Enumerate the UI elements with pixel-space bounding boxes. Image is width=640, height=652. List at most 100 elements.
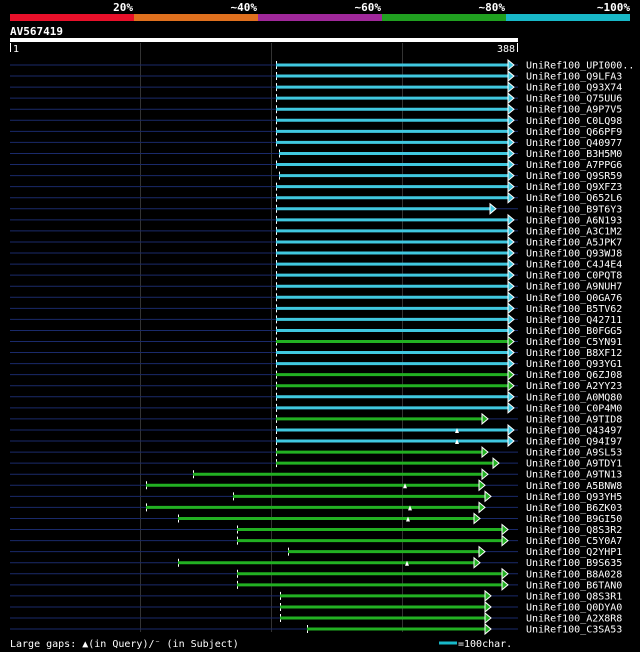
hit-row[interactable]: UniRef100_A9P7V5 [10, 103, 622, 116]
hit-label[interactable]: UniRef100_Q9LFA3 [526, 72, 622, 83]
hit-label[interactable]: UniRef100_Q9XFZ3 [526, 182, 622, 193]
hit-row[interactable]: UniRef100_B6TAN0 [10, 578, 622, 592]
hit-row[interactable]: UniRef100_B8A028 [10, 567, 622, 581]
hit-label[interactable]: UniRef100_A9NUH7 [526, 282, 622, 293]
hit-row[interactable]: UniRef100_C0P4M0 [10, 401, 622, 415]
hit-row[interactable]: UniRef100_UPI000.. [10, 58, 634, 72]
hit-row[interactable]: UniRef100_A2X8R8 [10, 611, 622, 625]
hit-label[interactable]: UniRef100_Q93YG1 [526, 359, 622, 370]
hit-label[interactable]: UniRef100_Q42711 [526, 315, 622, 326]
hit-row[interactable]: UniRef100_Q0DYA0 [10, 600, 622, 614]
hit-row[interactable]: UniRef100_Q9LFA3 [10, 69, 622, 83]
hit-row[interactable]: UniRef100_A5BNW8 [10, 479, 622, 492]
hit-row[interactable]: UniRef100_Q652L6 [10, 191, 622, 205]
hit-label[interactable]: UniRef100_Q8S3R2 [526, 525, 622, 536]
hit-row[interactable]: UniRef100_A6N193 [10, 213, 622, 227]
hit-label[interactable]: UniRef100_Q9SR59 [526, 171, 622, 182]
hit-row[interactable]: UniRef100_C5Y0A7 [10, 534, 622, 548]
hit-label[interactable]: UniRef100_C5Y0A7 [526, 536, 622, 547]
hit-row[interactable]: UniRef100_A9TDY1 [10, 457, 622, 470]
hit-label[interactable]: UniRef100_Q94I97 [526, 437, 622, 448]
hit-row[interactable]: UniRef100_B9S635 [10, 556, 622, 570]
hit-label[interactable]: UniRef100_A5JPK7 [526, 237, 622, 248]
hit-row[interactable]: UniRef100_A9TN13 [10, 468, 622, 481]
hit-label[interactable]: UniRef100_B9S635 [526, 558, 622, 569]
hit-row[interactable]: UniRef100_A5JPK7 [10, 235, 622, 249]
hit-label[interactable]: UniRef100_A2X8R8 [526, 614, 622, 625]
hit-label[interactable]: UniRef100_Q93X74 [526, 83, 622, 94]
hit-row[interactable]: UniRef100_Q93YH5 [10, 490, 622, 503]
hit-row[interactable]: UniRef100_Q2YHP1 [10, 545, 622, 559]
hit-label[interactable]: UniRef100_A2YY23 [526, 381, 622, 392]
hit-label[interactable]: UniRef100_B8A028 [526, 569, 622, 580]
hit-label[interactable]: UniRef100_B9GI50 [526, 514, 622, 525]
hit-label[interactable]: UniRef100_C0P4M0 [526, 403, 622, 414]
hit-row[interactable]: UniRef100_Q94I97 [10, 434, 622, 448]
hit-row[interactable]: UniRef100_Q8S3R2 [10, 523, 622, 537]
hit-label[interactable]: UniRef100_A9TID8 [526, 414, 622, 425]
hit-row[interactable]: UniRef100_C5YN91 [10, 335, 622, 349]
hit-row[interactable]: UniRef100_Q66PF9 [10, 125, 622, 138]
hit-label[interactable]: UniRef100_UPI000.. [526, 61, 634, 72]
hit-label[interactable]: UniRef100_Q6ZJ08 [526, 370, 622, 381]
hit-label[interactable]: UniRef100_Q66PF9 [526, 127, 622, 138]
hit-row[interactable]: UniRef100_A9TID8 [10, 412, 622, 426]
hit-row[interactable]: UniRef100_Q9SR59 [10, 169, 622, 183]
hit-row[interactable]: UniRef100_Q93WJ8 [10, 246, 622, 260]
hit-label[interactable]: UniRef100_C0LQ98 [526, 116, 622, 127]
hit-label[interactable]: UniRef100_Q0GA76 [526, 293, 622, 304]
hit-label[interactable]: UniRef100_A9TN13 [526, 470, 622, 481]
hit-label[interactable]: UniRef100_A9SL53 [526, 448, 622, 459]
hit-row[interactable]: UniRef100_C3SA53 [10, 622, 622, 636]
hit-label[interactable]: UniRef100_C4J4E4 [526, 260, 622, 271]
hit-label[interactable]: UniRef100_A9P7V5 [526, 105, 622, 116]
hit-row[interactable]: UniRef100_B6ZK03 [10, 501, 622, 514]
hit-row[interactable]: UniRef100_B5TV62 [10, 302, 622, 315]
hit-label[interactable]: UniRef100_Q652L6 [526, 193, 622, 204]
hit-row[interactable]: UniRef100_B3H5M0 [10, 147, 622, 160]
hit-label[interactable]: UniRef100_Q93YH5 [526, 492, 622, 503]
hit-row[interactable]: UniRef100_Q8S3R1 [10, 589, 622, 603]
hit-label[interactable]: UniRef100_A7PPG6 [526, 160, 622, 171]
hit-row[interactable]: UniRef100_Q42711 [10, 313, 622, 326]
hit-label[interactable]: UniRef100_B3H5M0 [526, 149, 622, 160]
hit-label[interactable]: UniRef100_Q93WJ8 [526, 249, 622, 260]
hit-label[interactable]: UniRef100_B6ZK03 [526, 503, 622, 514]
hit-row[interactable]: UniRef100_Q93X74 [10, 81, 622, 94]
hit-label[interactable]: UniRef100_Q43497 [526, 425, 622, 436]
hit-row[interactable]: UniRef100_A0MQ80 [10, 390, 622, 404]
hit-label[interactable]: UniRef100_Q75UU6 [526, 94, 622, 105]
hit-label[interactable]: UniRef100_B6TAN0 [526, 580, 622, 591]
hit-label[interactable]: UniRef100_Q40977 [526, 138, 622, 149]
hit-label[interactable]: UniRef100_A3C1M2 [526, 226, 622, 237]
hit-row[interactable]: UniRef100_Q75UU6 [10, 92, 622, 105]
hit-label[interactable]: UniRef100_C0PQT8 [526, 271, 622, 282]
hit-label[interactable]: UniRef100_A5BNW8 [526, 481, 622, 492]
hit-row[interactable]: UniRef100_C4J4E4 [10, 258, 622, 271]
hit-row[interactable]: UniRef100_Q93YG1 [10, 357, 622, 371]
hit-label[interactable]: UniRef100_Q2YHP1 [526, 547, 622, 558]
hit-row[interactable]: UniRef100_A3C1M2 [10, 224, 622, 238]
hit-row[interactable]: UniRef100_Q6ZJ08 [10, 368, 622, 382]
hit-label[interactable]: UniRef100_C5YN91 [526, 337, 622, 348]
hit-row[interactable]: UniRef100_C0LQ98 [10, 114, 622, 127]
hit-row[interactable]: UniRef100_Q40977 [10, 136, 622, 149]
hit-row[interactable]: UniRef100_B0FGG5 [10, 324, 622, 337]
hit-row[interactable]: UniRef100_A9SL53 [10, 446, 622, 459]
hit-row[interactable]: UniRef100_A2YY23 [10, 379, 622, 393]
hit-label[interactable]: UniRef100_C3SA53 [526, 625, 622, 636]
hit-label[interactable]: UniRef100_B9T6Y3 [526, 204, 622, 215]
hit-row[interactable]: UniRef100_B8XF12 [10, 346, 622, 360]
hit-label[interactable]: UniRef100_B0FGG5 [526, 326, 622, 337]
hit-label[interactable]: UniRef100_B5TV62 [526, 304, 622, 315]
hit-label[interactable]: UniRef100_A6N193 [526, 215, 622, 226]
hit-label[interactable]: UniRef100_B8XF12 [526, 348, 622, 359]
hit-row[interactable]: UniRef100_Q43497 [10, 423, 622, 437]
hit-label[interactable]: UniRef100_A9TDY1 [526, 459, 622, 470]
hit-row[interactable]: UniRef100_Q9XFZ3 [10, 180, 622, 194]
hit-row[interactable]: UniRef100_A7PPG6 [10, 158, 622, 172]
hit-row[interactable]: UniRef100_B9GI50 [10, 512, 622, 525]
hit-label[interactable]: UniRef100_A0MQ80 [526, 392, 622, 403]
hit-row[interactable]: UniRef100_A9NUH7 [10, 280, 622, 293]
hit-row[interactable]: UniRef100_B9T6Y3 [10, 202, 622, 216]
